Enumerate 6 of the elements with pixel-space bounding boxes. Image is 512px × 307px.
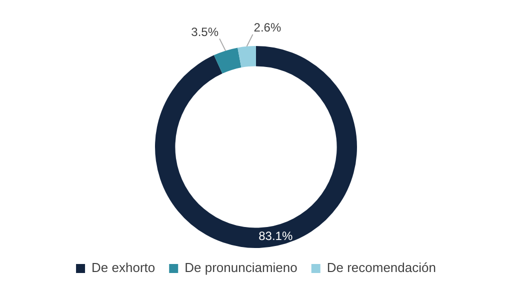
legend-label: De recomendación [326, 260, 436, 276]
data-label: 2.6% [254, 20, 282, 35]
data-label: 3.5% [191, 25, 219, 40]
data-label: 83.1% [258, 229, 293, 244]
legend-label: De exhorto [92, 260, 156, 276]
legend-label: De pronunciamieno [184, 260, 298, 276]
